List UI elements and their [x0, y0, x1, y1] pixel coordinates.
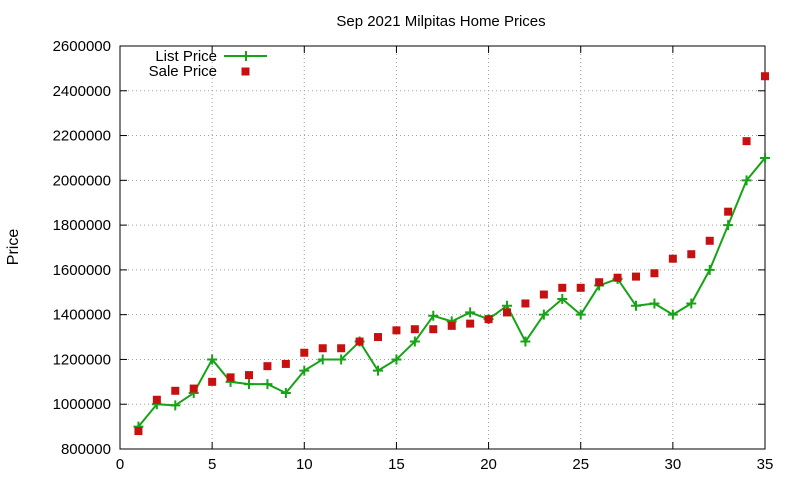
list-price-line — [137, 157, 766, 428]
sale-price-point — [337, 344, 346, 353]
list-price-point — [409, 336, 420, 347]
sale-price-point — [484, 315, 493, 324]
y-tick-label: 1200000 — [53, 351, 111, 368]
sale-price-point — [650, 269, 659, 278]
list-price-point — [723, 220, 734, 231]
y-tick-label: 1800000 — [53, 217, 111, 234]
grid-lines — [120, 46, 765, 449]
sale-price-point — [613, 273, 622, 282]
axis-ticks: 0 5 10 15 20 25 30 35 800000 1000000 1200000 140000… — [53, 38, 774, 473]
legend-marker-list-price — [241, 51, 251, 61]
sale-price-point — [668, 254, 677, 263]
x-tick-label: 15 — [388, 456, 405, 473]
list-price-point — [207, 354, 218, 365]
y-tick-label: 1000000 — [53, 396, 111, 413]
x-tick-label: 25 — [572, 456, 589, 473]
chart-title: Sep 2021 Milpitas Home Prices — [336, 13, 545, 30]
list-price-point — [649, 298, 660, 309]
legend: List Price Sale Price — [149, 48, 267, 80]
list-price-point — [704, 264, 715, 275]
x-tick-label: 20 — [480, 456, 497, 473]
list-price-point — [686, 298, 697, 309]
y-tick-label: 800000 — [61, 441, 111, 458]
sale-price-point — [558, 283, 567, 292]
list-price-point — [336, 354, 347, 365]
sale-price-point — [281, 359, 290, 368]
sale-price-point — [171, 386, 180, 395]
sale-price-point — [724, 207, 733, 216]
sale-price-point — [318, 344, 327, 353]
x-tick-label: 10 — [296, 456, 313, 473]
legend-label-sale-price: Sale Price — [149, 63, 217, 80]
sale-price-point — [429, 325, 438, 334]
y-tick-label: 1600000 — [53, 262, 111, 279]
sale-price-point — [503, 308, 511, 317]
sale-price-point — [761, 72, 769, 81]
sale-price-point — [355, 337, 364, 346]
list-price-point — [373, 365, 383, 376]
y-tick-label: 2000000 — [53, 172, 111, 189]
sale-price-point — [300, 348, 309, 357]
sale-price-point — [263, 362, 272, 371]
sale-price-point — [632, 272, 640, 281]
x-tick-label: 30 — [665, 456, 682, 473]
list-price-point — [170, 400, 181, 411]
sale-price-point — [466, 319, 475, 328]
sale-price-point — [595, 278, 604, 287]
sale-price-point — [447, 321, 456, 330]
plot-border — [119, 45, 766, 450]
list-price-point — [280, 388, 291, 399]
sale-price-point — [687, 250, 696, 259]
list-price-point — [317, 354, 328, 365]
list-price-point — [760, 152, 770, 163]
sale-price-point — [410, 325, 419, 334]
sale-price-point — [189, 384, 198, 393]
x-tick-label: 5 — [208, 456, 216, 473]
data-series — [133, 72, 770, 436]
sale-price-point — [226, 373, 235, 382]
y-tick-label: 2600000 — [53, 38, 111, 55]
sale-price-point — [705, 236, 714, 245]
x-tick-label: 0 — [116, 456, 124, 473]
list-price-point — [465, 307, 476, 318]
sale-price-point — [539, 290, 548, 299]
list-price-point — [741, 175, 752, 186]
list-price-point — [667, 309, 678, 320]
list-price-point — [391, 354, 402, 365]
sale-price-point — [134, 427, 143, 436]
sale-price-point — [374, 333, 382, 342]
sale-price-point — [576, 283, 585, 292]
list-price-point — [428, 310, 439, 321]
sale-price-point — [521, 299, 530, 308]
y-tick-label: 1400000 — [53, 307, 111, 324]
list-price-point — [557, 293, 568, 304]
sale-price-point — [245, 371, 253, 380]
list-price-point — [299, 365, 310, 376]
sale-price-point — [742, 137, 751, 146]
legend-label-list-price: List Price — [155, 48, 217, 65]
sale-price-point — [208, 377, 217, 386]
x-tick-label: 35 — [757, 456, 774, 473]
list-price-point — [575, 309, 586, 320]
list-price-point — [520, 336, 531, 347]
list-price-point — [631, 300, 641, 311]
sale-price-point — [392, 326, 401, 335]
list-price-point — [538, 309, 549, 320]
y-tick-label: 2200000 — [53, 128, 111, 145]
y-axis-title: Price — [5, 229, 22, 266]
sale-price-point — [152, 395, 161, 404]
y-tick-label: 2400000 — [53, 83, 111, 100]
list-price-point — [244, 379, 254, 390]
legend-marker-sale-price — [241, 67, 250, 76]
list-price-point — [262, 379, 273, 390]
